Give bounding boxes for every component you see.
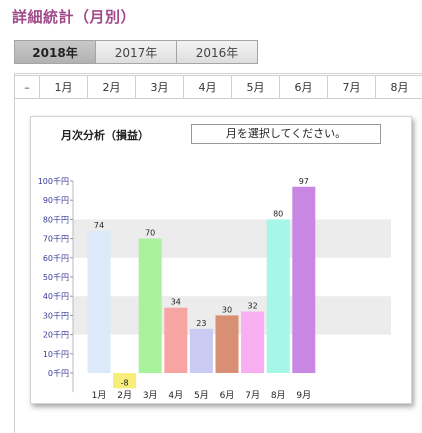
y-tick-label: 90千円 (43, 195, 69, 205)
x-tick-label: 6月 (220, 390, 235, 401)
y-tick-label: 0千円 (48, 368, 69, 378)
tab-month-2[interactable]: 2月 (87, 75, 136, 99)
year-tabs: 2018年 2017年 2016年 (14, 40, 258, 64)
bar-1 (87, 230, 111, 373)
bar-3 (138, 238, 162, 373)
tab-all-months[interactable]: – (14, 75, 40, 99)
data-label: 32 (248, 302, 258, 311)
tab-2017[interactable]: 2017年 (95, 40, 177, 64)
tab-month-6[interactable]: 6月 (279, 75, 328, 99)
data-label: 34 (171, 298, 181, 307)
bar-8 (266, 219, 290, 373)
data-label: 30 (222, 305, 232, 314)
x-tick-label: 3月 (143, 390, 158, 401)
tab-month-8[interactable]: 8月 (375, 75, 422, 99)
tab-month-4[interactable]: 4月 (183, 75, 232, 99)
tab-month-1[interactable]: 1月 (39, 75, 88, 99)
x-tick-label: 9月 (296, 390, 311, 401)
y-tick-label: 20千円 (43, 330, 69, 340)
data-label: 70 (145, 229, 155, 238)
x-tick-label: 4月 (168, 390, 183, 401)
x-tick-label: 8月 (271, 390, 286, 401)
data-label: 97 (299, 177, 309, 186)
x-tick-label: 7月 (245, 390, 260, 401)
month-tabs: – 1月 2月 3月 4月 5月 6月 7月 8月 (14, 75, 422, 99)
page-title: 詳細統計（月別） (12, 8, 137, 26)
data-label: -8 (121, 378, 129, 387)
y-tick-label: 50千円 (43, 272, 69, 282)
x-tick-label: 5月 (194, 390, 209, 401)
y-tick-label: 40千円 (43, 291, 69, 301)
tab-month-7[interactable]: 7月 (327, 75, 376, 99)
bar-6 (215, 315, 239, 373)
chart-title: 月次分析（損益） (61, 129, 149, 142)
data-label: 74 (94, 221, 104, 230)
monthly-pl-chart: 0千円 10千円 20千円 30千円 40千円 50千円 60千円 70千円 80千円 90千円 1… (38, 176, 391, 401)
tab-2016[interactable]: 2016年 (176, 40, 258, 64)
bar-2 (113, 373, 137, 389)
bar-5 (189, 328, 213, 373)
y-tick-label: 70千円 (43, 234, 69, 244)
x-tick-label: 2月 (117, 390, 132, 401)
y-tick-label: 30千円 (43, 310, 69, 320)
chart-card: 月次分析（損益） 月を選択してください。 0千円 10千円 20千円 30千円 40千円… (30, 116, 412, 404)
data-label: 23 (196, 319, 206, 328)
bar-9 (292, 186, 316, 373)
y-tick-label: 80千円 (43, 214, 69, 224)
grid-band (73, 219, 391, 258)
y-tick-label: 10千円 (43, 349, 69, 359)
bar-7 (241, 311, 265, 373)
y-tick-label: 100千円 (38, 176, 69, 186)
month-select[interactable]: 月を選択してください。 (191, 124, 381, 144)
y-tick-label: 60千円 (43, 253, 69, 263)
tab-month-5[interactable]: 5月 (231, 75, 280, 99)
tab-2018[interactable]: 2018年 (14, 40, 96, 64)
tab-month-3[interactable]: 3月 (135, 75, 184, 99)
bar-4 (164, 307, 188, 373)
content-panel (14, 73, 422, 433)
x-tick-label: 1月 (92, 390, 107, 401)
data-label: 80 (273, 209, 283, 218)
